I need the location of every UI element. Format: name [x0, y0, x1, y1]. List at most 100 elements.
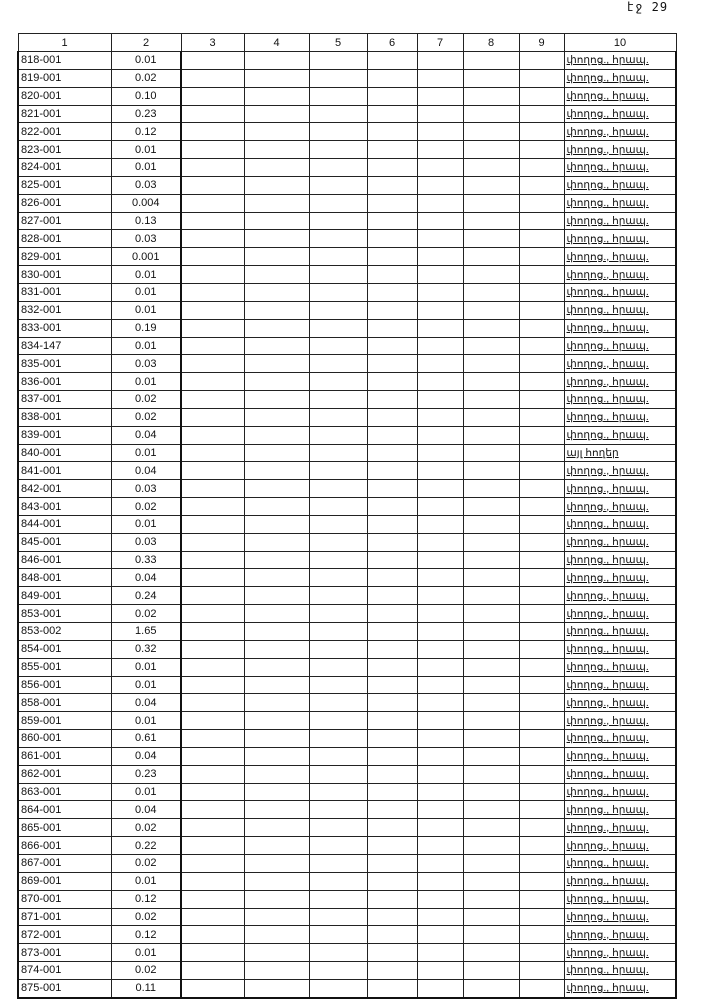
empty-cell-col-9	[518, 764, 565, 784]
empty-cell-col-4	[243, 550, 310, 570]
empty-cell-col-4	[243, 711, 310, 731]
land-type: փողոց., հրապ.	[563, 265, 677, 284]
table-row: 845-001 0.03 փողոց., հրապ.	[17, 532, 677, 552]
empty-cell-col-4	[243, 764, 310, 784]
area-value: 0.01	[110, 443, 182, 463]
empty-cell-col-7	[416, 657, 464, 677]
empty-cell-col-9	[518, 889, 565, 909]
empty-cell-col-7	[416, 158, 464, 177]
empty-cell-col-4	[243, 407, 310, 427]
empty-cell-col-5	[308, 318, 368, 338]
empty-cell-col-8	[462, 86, 520, 106]
empty-cell-col-9	[518, 51, 565, 70]
empty-cell-col-5	[308, 961, 368, 980]
table-row: 846-001 0.33 փողոց., հրապ.	[17, 550, 677, 570]
empty-cell-col-6	[366, 889, 418, 909]
empty-cell-col-9	[518, 122, 565, 142]
parcel-code: 823-001	[17, 140, 112, 160]
empty-cell-col-3	[180, 282, 245, 302]
empty-cell-col-5	[308, 461, 368, 481]
empty-cell-col-3	[180, 836, 245, 855]
land-type: փողոց., հրապ.	[563, 122, 677, 142]
empty-cell-col-8	[462, 586, 520, 606]
empty-cell-col-5	[308, 86, 368, 106]
empty-cell-col-5	[308, 229, 368, 249]
empty-cell-col-5	[308, 729, 368, 748]
empty-cell-col-5	[308, 175, 368, 195]
table-row: 830-001 0.01 փողոց., հրապ.	[17, 265, 677, 284]
empty-cell-col-9	[518, 925, 565, 945]
empty-cell-col-5	[308, 68, 368, 88]
empty-cell-col-8	[462, 282, 520, 302]
parcel-code: 869-001	[17, 871, 112, 891]
empty-cell-col-4	[243, 871, 310, 891]
empty-cell-col-9	[518, 265, 565, 284]
empty-cell-col-9	[518, 425, 565, 445]
empty-cell-col-3	[180, 104, 245, 124]
table-row: 818-001 0.01 փողոց., հրապ.	[17, 51, 677, 70]
parcel-code: 830-001	[17, 265, 112, 284]
empty-cell-col-5	[308, 657, 368, 677]
table-row: 859-001 0.01 փողոց., հրապ.	[17, 711, 677, 731]
table-row: 820-001 0.10 փողոց., հրապ.	[17, 86, 677, 106]
parcel-code: 833-001	[17, 318, 112, 338]
empty-cell-col-5	[308, 782, 368, 802]
empty-cell-col-9	[518, 461, 565, 481]
empty-cell-col-3	[180, 68, 245, 88]
empty-cell-col-5	[308, 746, 368, 766]
empty-cell-col-4	[243, 425, 310, 445]
land-type: փողոց., հրապ.	[563, 318, 677, 338]
empty-cell-col-4	[243, 461, 310, 481]
area-value: 0.01	[110, 711, 182, 731]
empty-cell-col-8	[462, 104, 520, 124]
empty-cell-col-7	[416, 336, 464, 356]
parcel-code: 843-001	[17, 497, 112, 516]
empty-cell-col-6	[366, 961, 418, 980]
empty-cell-col-5	[308, 158, 368, 177]
empty-cell-col-8	[462, 943, 520, 963]
empty-cell-col-7	[416, 390, 464, 409]
area-value: 0.04	[110, 800, 182, 820]
area-value: 0.02	[110, 853, 182, 873]
area-value: 0.04	[110, 746, 182, 766]
area-value: 0.03	[110, 354, 182, 374]
empty-cell-col-9	[518, 978, 565, 999]
empty-cell-col-8	[462, 175, 520, 195]
table-row: 869-001 0.01 փողոց., հրապ.	[17, 871, 677, 891]
empty-cell-col-6	[366, 836, 418, 855]
empty-cell-col-6	[366, 622, 418, 641]
empty-cell-col-6	[366, 550, 418, 570]
empty-cell-col-4	[243, 318, 310, 338]
land-type: փողոց., հրապ.	[563, 158, 677, 177]
empty-cell-col-4	[243, 390, 310, 409]
table-row: 858-001 0.04 փողոց., հրապ.	[17, 693, 677, 713]
empty-cell-col-3	[180, 853, 245, 873]
empty-cell-col-5	[308, 907, 368, 927]
empty-cell-col-4	[243, 800, 310, 820]
empty-cell-col-6	[366, 372, 418, 392]
land-type: փողոց., հրապ.	[563, 514, 677, 534]
table-row: 843-001 0.02 փողոց., հրապ.	[17, 497, 677, 516]
empty-cell-col-4	[243, 282, 310, 302]
empty-cell-col-9	[518, 211, 565, 231]
empty-cell-col-7	[416, 782, 464, 802]
area-value: 0.02	[110, 818, 182, 838]
table-row: 853-001 0.02 փողոց., հրապ.	[17, 604, 677, 623]
empty-cell-col-8	[462, 978, 520, 999]
empty-cell-col-7	[416, 479, 464, 499]
empty-cell-col-9	[518, 390, 565, 409]
land-type: փողոց., հրապ.	[563, 336, 677, 356]
area-value: 0.13	[110, 211, 182, 231]
parcel-code: 821-001	[17, 104, 112, 124]
column-header-7: 7	[416, 33, 464, 52]
area-value: 0.03	[110, 229, 182, 249]
empty-cell-col-9	[518, 675, 565, 695]
empty-cell-col-8	[462, 140, 520, 160]
empty-cell-col-8	[462, 818, 520, 838]
area-value: 0.02	[110, 390, 182, 409]
land-type: փողոց., հրապ.	[563, 782, 677, 802]
land-type: փողոց., հրապ.	[563, 907, 677, 927]
land-type: փողոց., հրապ.	[563, 140, 677, 160]
land-type: փողոց., հրապ.	[563, 693, 677, 713]
empty-cell-col-6	[366, 782, 418, 802]
